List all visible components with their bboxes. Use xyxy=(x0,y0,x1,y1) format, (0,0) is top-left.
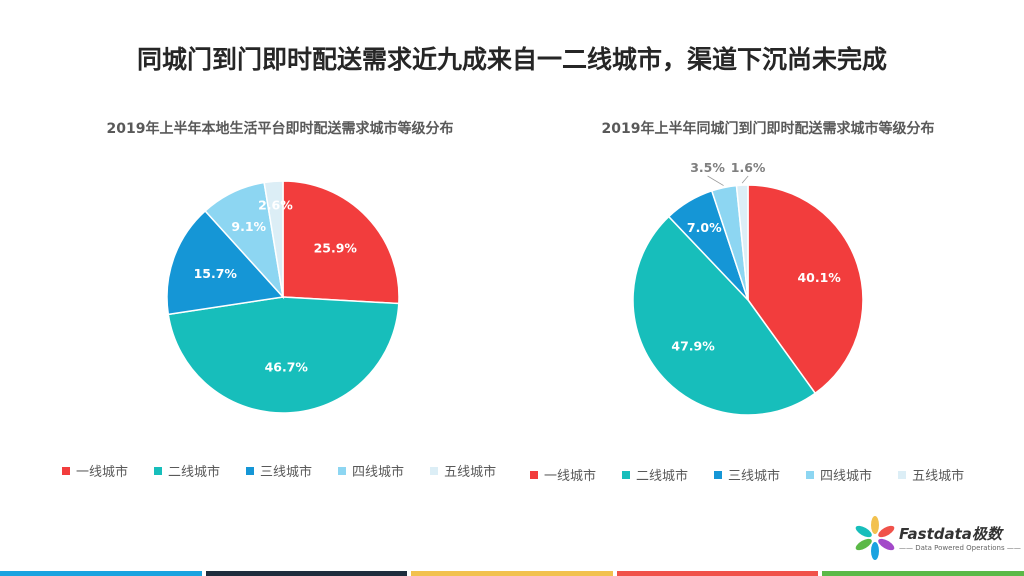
legend-swatch xyxy=(530,470,538,479)
legend-item-tier1: 一线城市 xyxy=(62,461,128,480)
legend-item-tier3: 三线城市 xyxy=(714,465,780,484)
legend-swatch xyxy=(430,466,439,475)
legend-swatch xyxy=(154,466,163,475)
data-label-tier3: 7.0% xyxy=(687,220,722,235)
pie-slice-tier1 xyxy=(747,184,864,395)
pie-slice-tier3 xyxy=(166,209,285,316)
legend-swatch xyxy=(62,466,70,475)
pie-chart-local-platform: 25.9% 46.7% 15.7% 9.1% 2.6% xyxy=(166,180,400,414)
legend-swatch xyxy=(714,470,723,479)
footer-bar-segment xyxy=(205,571,408,576)
legend-item-tier4: 四线城市 xyxy=(806,465,872,484)
legend-item-tier5: 五线城市 xyxy=(430,461,496,480)
legend-item-tier1: 一线城市 xyxy=(530,465,596,484)
data-label-tier5: 1.6% xyxy=(731,160,766,175)
legend-label: 二线城市 xyxy=(636,469,689,484)
legend-label: 三线城市 xyxy=(260,465,313,480)
legend-item-tier2: 二线城市 xyxy=(622,465,688,484)
legend-item-tier4: 四线城市 xyxy=(338,461,404,480)
fastdata-logo: Fastdata极数 —— Data Powered Operations —— xyxy=(852,515,1021,561)
legend-swatch xyxy=(806,470,815,479)
leader-line-tier5 xyxy=(741,175,749,184)
data-label-tier2: 47.9% xyxy=(671,338,715,353)
legend-label: 四线城市 xyxy=(352,465,405,480)
logo-tagline: —— Data Powered Operations —— xyxy=(899,544,1021,552)
data-label-tier1: 40.1% xyxy=(797,270,841,285)
legend-local-platform: 一线城市 二线城市 三线城市 四线城市 五线城市 xyxy=(62,461,496,480)
legend-swatch xyxy=(622,470,631,479)
legend-label: 四线城市 xyxy=(820,469,873,484)
legend-swatch xyxy=(898,470,907,479)
leader-line-tier4 xyxy=(707,175,724,186)
legend-label: 五线城市 xyxy=(912,469,965,484)
pie-slice-tier2 xyxy=(632,215,817,416)
data-label-tier3: 15.7% xyxy=(194,266,238,281)
legend-label: 一线城市 xyxy=(76,465,129,480)
chart-title-door-to-door: 2019年上半年同城门到门即时配送需求城市等级分布 xyxy=(601,121,935,137)
data-label-tier5: 2.6% xyxy=(258,198,293,213)
logo-name: Fastdata极数 xyxy=(899,525,1002,543)
legend-item-tier2: 二线城市 xyxy=(154,461,220,480)
data-label-tier2: 46.7% xyxy=(265,360,309,375)
legend-door-to-door: 一线城市 二线城市 三线城市 四线城市 五线城市 xyxy=(530,465,964,484)
data-label-tier1: 25.9% xyxy=(314,241,358,256)
pie-chart-door-to-door: 40.1% 47.9% 7.0% 3.5% 1.6% xyxy=(632,160,864,416)
data-label-tier4: 9.1% xyxy=(231,219,266,234)
legend-swatch xyxy=(338,466,347,475)
page-title: 同城门到门即时配送需求近九成来自一二线城市，渠道下沉尚未完成 xyxy=(136,45,887,74)
legend-label: 二线城市 xyxy=(168,465,221,480)
legend-label: 五线城市 xyxy=(444,465,497,480)
legend-item-tier3: 三线城市 xyxy=(246,461,312,480)
chart-title-local-platform: 2019年上半年本地生活平台即时配送需求城市等级分布 xyxy=(106,121,454,137)
flower-logo-icon xyxy=(855,516,895,560)
data-label-tier4: 3.5% xyxy=(690,160,725,175)
pie-slice-tier1 xyxy=(282,180,400,305)
legend-label: 三线城市 xyxy=(728,469,781,484)
pie-slice-tier2 xyxy=(167,296,400,414)
footer-bar-segment xyxy=(822,571,1024,576)
pie-slice-tier5 xyxy=(735,184,749,301)
footer-bar-segment xyxy=(616,571,819,576)
legend-item-tier5: 五线城市 xyxy=(898,465,964,484)
legend-label: 一线城市 xyxy=(544,469,597,484)
footer-color-bar xyxy=(0,571,1024,576)
footer-bar-segment xyxy=(411,571,613,576)
footer-bar-segment xyxy=(0,571,202,576)
legend-swatch xyxy=(246,466,255,475)
pie-slice-tier5 xyxy=(263,180,284,298)
